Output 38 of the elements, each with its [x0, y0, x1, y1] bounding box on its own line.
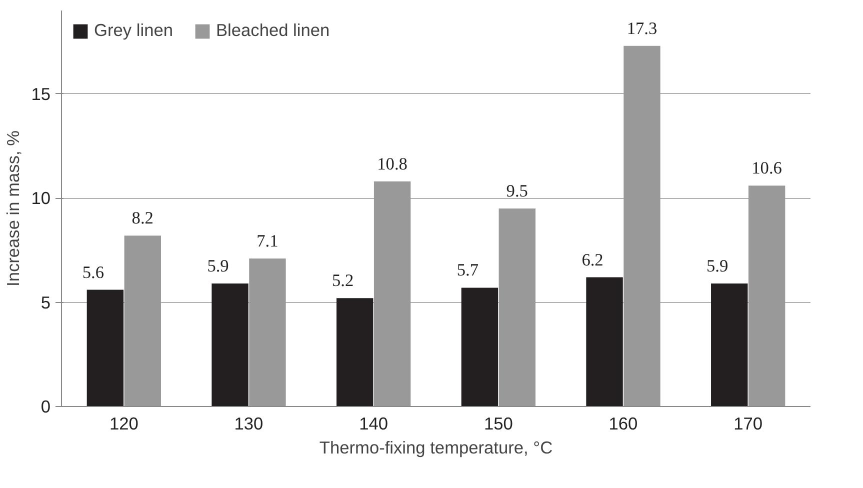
bar — [624, 46, 660, 406]
bar — [86, 290, 124, 406]
bar — [748, 186, 786, 406]
data-label: 5.7 — [456, 260, 479, 280]
legend-label: Grey linen — [94, 20, 173, 41]
data-label: 8.2 — [132, 208, 154, 228]
y-tick-label: 5 — [40, 292, 51, 312]
bar — [336, 298, 374, 406]
bar — [212, 284, 248, 406]
x-tick-label: 150 — [484, 414, 513, 434]
x-tick-label: 170 — [734, 414, 763, 434]
bar — [374, 181, 411, 406]
y-tick-label: 10 — [31, 188, 51, 208]
data-label: 10.8 — [377, 154, 408, 174]
data-label: 5.9 — [706, 256, 728, 276]
x-axis-title: Thermo-fixing temperature, °C — [319, 438, 553, 458]
data-label: 17.3 — [626, 18, 658, 38]
x-tick-label: 120 — [109, 414, 138, 434]
y-tick-label: 0 — [40, 396, 51, 416]
data-label: 5.6 — [82, 262, 104, 282]
y-axis-title: Increase in mass, % — [3, 130, 24, 287]
data-label: 10.6 — [752, 158, 782, 178]
bar — [711, 284, 748, 406]
legend-label: Bleached linen — [216, 20, 330, 41]
bar — [461, 288, 498, 406]
x-tick-label: 160 — [608, 414, 638, 434]
data-label: 6.2 — [582, 250, 604, 270]
data-label: 5.2 — [332, 271, 354, 290]
y-tick-label: 15 — [31, 84, 51, 104]
data-label: 5.9 — [207, 256, 229, 276]
bar — [498, 208, 536, 406]
bar — [249, 258, 286, 406]
bar — [124, 236, 161, 406]
data-label: 9.5 — [506, 182, 528, 200]
x-tick-label: 140 — [359, 414, 388, 434]
data-label: 7.1 — [256, 232, 278, 251]
bar — [586, 277, 623, 406]
x-tick-label: 130 — [234, 414, 264, 434]
